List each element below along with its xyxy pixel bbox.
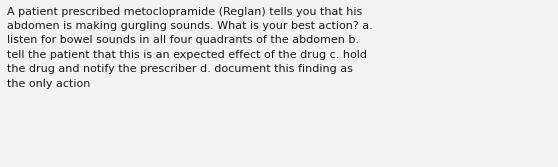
Text: A patient prescribed metoclopramide (Reglan) tells you that his
abdomen is makin: A patient prescribed metoclopramide (Reg… — [7, 7, 372, 89]
